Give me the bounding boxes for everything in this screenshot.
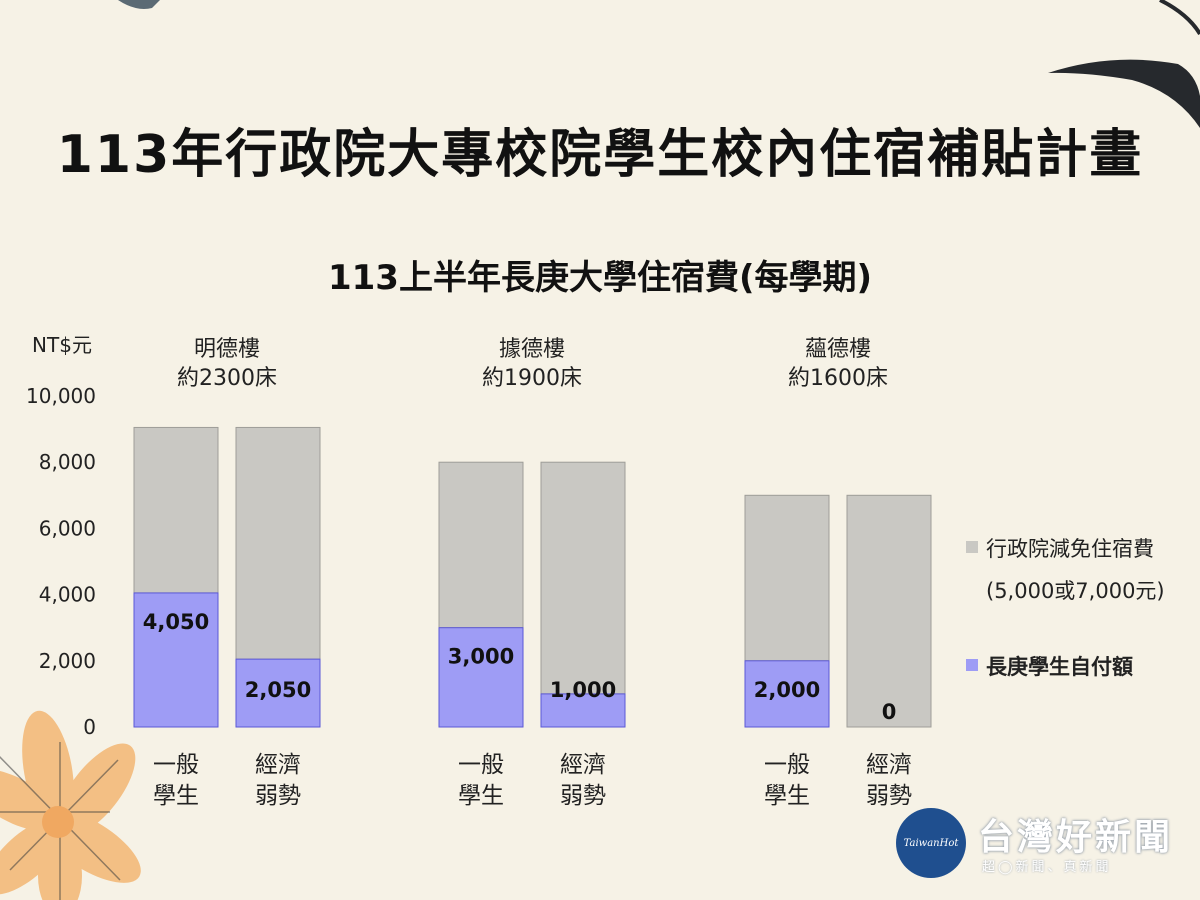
y-tick-label: 8,000 <box>39 450 96 474</box>
flower-bottom-left <box>0 710 141 900</box>
y-tick-label: 6,000 <box>39 516 96 540</box>
stem-top-right <box>1159 0 1200 36</box>
data-label: 2,000 <box>754 678 820 702</box>
data-label: 2,050 <box>245 678 311 702</box>
legend-label-subsidy: 行政院減免住宿費 <box>986 537 1154 561</box>
data-label: 1,000 <box>550 678 616 702</box>
bar-segment-self-pay <box>235 658 321 728</box>
legend-item-self-pay: 長庚學生自付額 <box>966 651 1165 681</box>
bar-segment-self-pay <box>540 693 626 728</box>
x-tick-label: 一般 <box>153 752 199 778</box>
x-tick-label: 經濟 <box>560 752 606 778</box>
x-tick-label: 一般 <box>764 752 810 778</box>
chart-title: 113上半年長庚大學住宿費(每學期) <box>327 258 873 298</box>
x-tick-label: 經濟 <box>255 752 301 778</box>
page-title: 113年行政院大專校院學生校內住宿補貼計畫 <box>56 125 1144 185</box>
bar-segment-subsidy <box>846 494 932 728</box>
y-axis: 0 2,000 4,000 6,000 8,000 10,000 <box>26 384 96 739</box>
bar-segment-subsidy <box>235 426 321 660</box>
watermark-tagline: 超◯新聞、真新聞 <box>982 860 1112 875</box>
group-beds: 約2300床 <box>177 366 277 391</box>
legend-label-self-pay: 長庚學生自付額 <box>986 655 1133 679</box>
bar-segment-self-pay <box>133 592 219 728</box>
bar-segment-self-pay <box>438 627 524 728</box>
x-tick-label: 弱勢 <box>255 783 301 809</box>
bar-segment-subsidy <box>133 426 219 594</box>
bar-segment-subsidy <box>540 461 626 695</box>
group-name: 蘊德樓 <box>805 337 871 362</box>
bar-segment-subsidy <box>438 461 524 629</box>
x-tick-label: 經濟 <box>866 752 912 778</box>
x-tick-label: 一般 <box>458 752 504 778</box>
x-tick-label: 學生 <box>764 783 810 809</box>
bar-segment-subsidy <box>744 494 830 662</box>
group-beds: 約1600床 <box>788 366 888 391</box>
data-label: 3,000 <box>448 645 514 669</box>
legend-swatch-subsidy <box>966 541 978 553</box>
y-tick-label: 2,000 <box>39 649 96 673</box>
group-name: 明德樓 <box>194 337 260 362</box>
x-tick-label: 弱勢 <box>866 783 912 809</box>
legend: 行政院減免住宿費 (5,000或7,000元) 長庚學生自付額 <box>966 533 1165 681</box>
y-axis-label: NT$元 <box>32 333 92 357</box>
y-tick-label: 4,000 <box>39 583 96 607</box>
group-beds: 約1900床 <box>482 366 582 391</box>
data-label: 4,050 <box>143 610 209 634</box>
legend-note-subsidy: (5,000或7,000元) <box>986 579 1165 603</box>
watermark-brand: 台灣好新聞 <box>978 817 1174 858</box>
group-name: 據德樓 <box>499 337 565 362</box>
bar-segment-self-pay <box>744 660 830 728</box>
watermark-badge: TaiwanHot <box>896 808 966 878</box>
x-tick-label: 學生 <box>458 783 504 809</box>
leaf-top-left <box>118 0 160 9</box>
x-tick-label: 弱勢 <box>560 783 606 809</box>
legend-swatch-self-pay <box>966 659 978 671</box>
legend-item-subsidy: 行政院減免住宿費 (5,000或7,000元) <box>966 533 1165 605</box>
data-label: 0 <box>882 700 897 724</box>
leaf-top-right <box>1048 59 1200 128</box>
x-tick-label: 學生 <box>153 783 199 809</box>
y-tick-label: 0 <box>83 715 96 739</box>
y-tick-label: 10,000 <box>26 384 96 408</box>
